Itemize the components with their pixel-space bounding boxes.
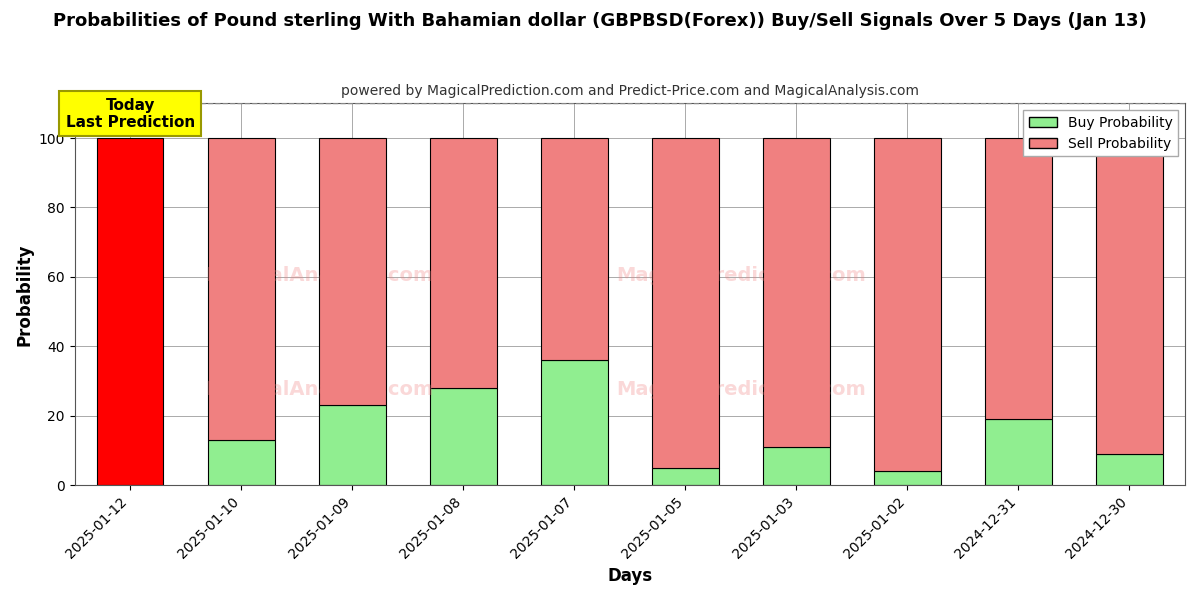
- Bar: [985, 138, 1051, 419]
- Y-axis label: Probability: Probability: [16, 243, 34, 346]
- Bar: [541, 138, 607, 360]
- Text: MagicalPrediction.com: MagicalPrediction.com: [616, 380, 865, 399]
- Bar: [541, 360, 607, 485]
- Text: MagicalAnalysis.com: MagicalAnalysis.com: [205, 380, 433, 399]
- Bar: [208, 138, 275, 440]
- Bar: [208, 440, 275, 485]
- Bar: [874, 138, 941, 472]
- Bar: [985, 419, 1051, 485]
- Bar: [430, 138, 497, 388]
- Text: Probabilities of Pound sterling With Bahamian dollar (GBPBSD(Forex)) Buy/Sell Si: Probabilities of Pound sterling With Bah…: [53, 12, 1147, 30]
- Legend: Buy Probability, Sell Probability: Buy Probability, Sell Probability: [1024, 110, 1178, 157]
- Bar: [430, 388, 497, 485]
- Bar: [763, 447, 829, 485]
- Bar: [319, 138, 385, 406]
- Bar: [1096, 138, 1163, 454]
- Bar: [874, 472, 941, 485]
- Bar: [1096, 454, 1163, 485]
- Text: Today
Last Prediction: Today Last Prediction: [66, 98, 194, 130]
- Bar: [763, 138, 829, 447]
- Bar: [319, 406, 385, 485]
- Title: powered by MagicalPrediction.com and Predict-Price.com and MagicalAnalysis.com: powered by MagicalPrediction.com and Pre…: [341, 84, 919, 98]
- Bar: [652, 138, 719, 468]
- Text: MagicalAnalysis.com: MagicalAnalysis.com: [205, 266, 433, 284]
- X-axis label: Days: Days: [607, 567, 653, 585]
- Bar: [97, 138, 163, 485]
- Text: MagicalPrediction.com: MagicalPrediction.com: [616, 266, 865, 284]
- Bar: [652, 468, 719, 485]
